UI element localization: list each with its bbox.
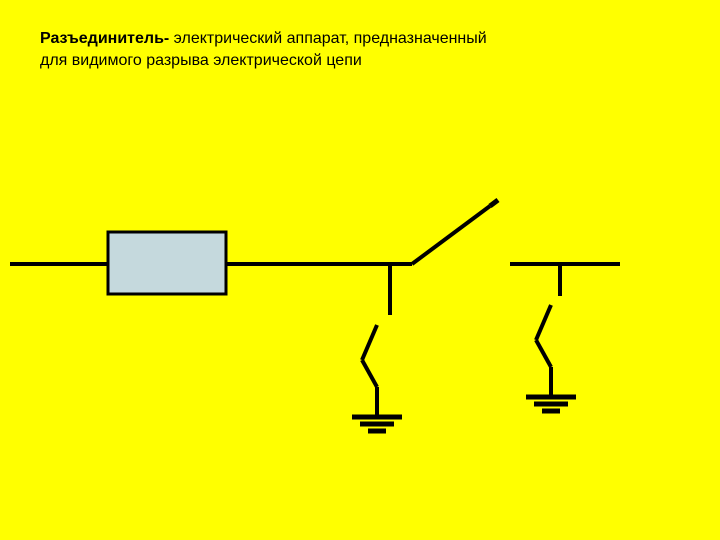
slide-stage: Разъединитель- электрический аппарат, пр… xyxy=(0,0,720,540)
schematic-svg xyxy=(0,0,720,540)
